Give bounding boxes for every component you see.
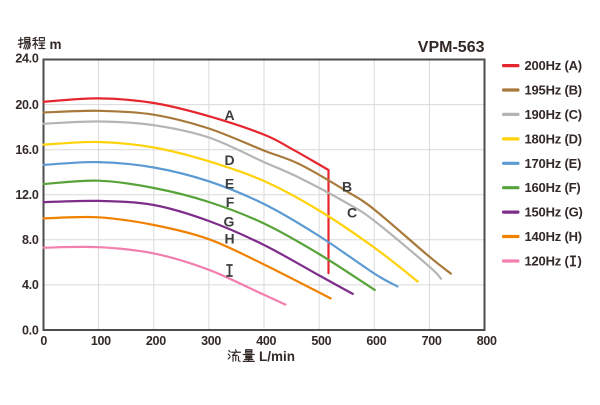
svg-text:195Hz (B): 195Hz (B) [525, 83, 582, 98]
svg-text:20.0: 20.0 [15, 98, 38, 112]
svg-text:16.0: 16.0 [15, 143, 38, 157]
svg-text:m: m [50, 37, 62, 52]
svg-text:F: F [226, 194, 235, 210]
svg-text:24.0: 24.0 [15, 52, 38, 66]
svg-text:300: 300 [201, 334, 221, 348]
svg-text:VPM-563: VPM-563 [418, 39, 485, 56]
svg-text:12.0: 12.0 [15, 188, 38, 202]
svg-text:0.0: 0.0 [22, 323, 39, 337]
svg-text:700: 700 [422, 334, 442, 348]
svg-text:150Hz (G): 150Hz (G) [525, 205, 583, 220]
svg-text:400: 400 [256, 334, 276, 348]
svg-text:800: 800 [477, 334, 497, 348]
svg-text:100: 100 [91, 334, 111, 348]
svg-text:500: 500 [311, 334, 331, 348]
svg-text:D: D [224, 152, 234, 168]
svg-text:E: E [225, 176, 234, 192]
svg-text:C: C [347, 205, 357, 221]
svg-text:120Hz (: 120Hz ( [525, 254, 570, 269]
svg-text:200: 200 [146, 334, 166, 348]
svg-text:200Hz (A): 200Hz (A) [525, 58, 582, 73]
svg-text:140Hz (H): 140Hz (H) [525, 229, 582, 244]
svg-text:600: 600 [366, 334, 386, 348]
svg-text:0: 0 [40, 334, 47, 348]
svg-text:L/min: L/min [259, 349, 295, 364]
svg-text:): ) [578, 254, 582, 269]
svg-text:B: B [342, 179, 352, 195]
svg-text:4.0: 4.0 [22, 278, 39, 292]
svg-text:8.0: 8.0 [22, 233, 39, 247]
svg-text:H: H [224, 231, 234, 247]
svg-text:G: G [224, 214, 235, 230]
svg-text:170Hz (E): 170Hz (E) [525, 156, 582, 171]
svg-text:A: A [224, 107, 234, 123]
svg-text:160Hz (F): 160Hz (F) [525, 180, 581, 195]
svg-text:190Hz (C): 190Hz (C) [525, 107, 582, 122]
svg-text:180Hz (D): 180Hz (D) [525, 131, 582, 146]
